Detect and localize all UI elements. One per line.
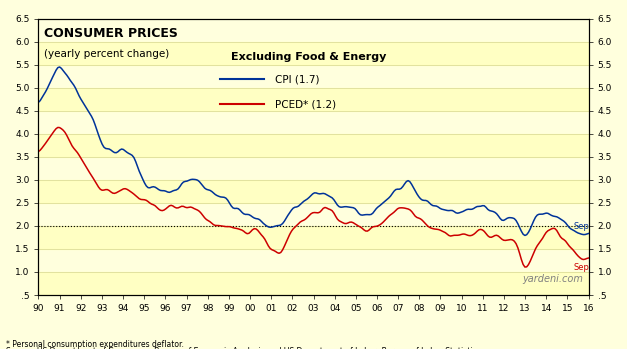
Text: Source: US Department of Commerce, Bureau of Economic Analysis and US Department: Source: US Department of Commerce, Burea…: [6, 347, 483, 349]
Text: (yearly percent change): (yearly percent change): [44, 49, 169, 59]
Bar: [38, 180, 589, 203]
Text: Sep: Sep: [574, 222, 589, 231]
Bar: [38, 134, 589, 157]
Bar: [38, 42, 589, 65]
Bar: [38, 272, 589, 295]
Bar: [38, 226, 589, 249]
Text: yardeni.com: yardeni.com: [522, 274, 584, 284]
Text: Excluding Food & Energy: Excluding Food & Energy: [231, 52, 386, 62]
Text: CPI (1.7): CPI (1.7): [275, 74, 320, 84]
Text: Sep: Sep: [574, 262, 589, 272]
Text: PCED* (1.2): PCED* (1.2): [275, 99, 336, 109]
Text: CONSUMER PRICES: CONSUMER PRICES: [44, 27, 178, 40]
Text: * Personal consumption expenditures deflator.: * Personal consumption expenditures defl…: [6, 340, 184, 349]
Bar: [38, 88, 589, 111]
